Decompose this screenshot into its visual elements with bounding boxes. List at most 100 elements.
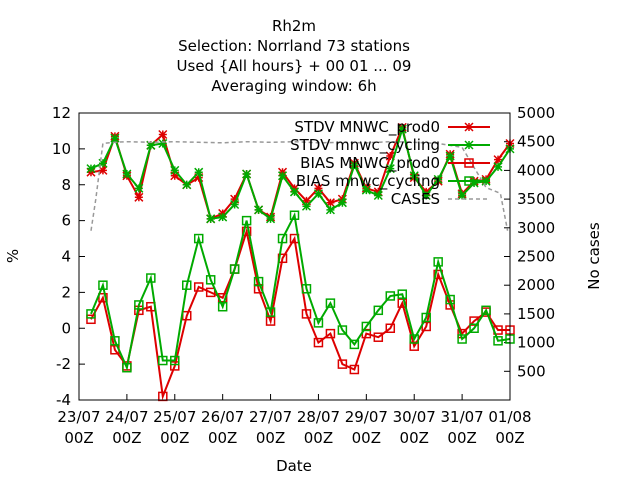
- data-point: [493, 336, 503, 346]
- legend-entry: BIAS mnwc_cycling: [296, 172, 490, 191]
- data-point: [182, 180, 192, 190]
- data-point: [217, 301, 228, 312]
- data-point: [337, 325, 348, 335]
- data-point: [421, 190, 431, 201]
- data-point: [469, 323, 479, 333]
- data-point: [301, 201, 312, 211]
- series-line: [90, 212, 511, 372]
- y2-axis-label: No cases: [585, 222, 603, 290]
- series-line: [90, 227, 510, 401]
- data-point: [170, 355, 180, 366]
- y2-tick-label: 2500: [517, 248, 555, 266]
- data-point: [361, 185, 371, 195]
- y2-tick-label: 5000: [517, 104, 555, 122]
- data-point: [289, 187, 300, 197]
- data-point: [122, 362, 132, 373]
- data-point: [170, 361, 180, 371]
- data-point: [158, 129, 168, 140]
- y-tick-label: 0: [61, 319, 71, 337]
- x-tick-label: 31/07: [440, 408, 483, 426]
- data-point: [469, 178, 479, 188]
- data-point: [289, 210, 300, 220]
- x-tick-label: 29/07: [345, 408, 388, 426]
- data-point: [301, 284, 312, 294]
- data-point: [433, 257, 443, 267]
- data-point: [385, 323, 396, 333]
- y-tick-label: 12: [52, 104, 71, 122]
- data-point: [253, 284, 264, 294]
- data-point: [170, 165, 180, 175]
- x-tick-label: 26/07: [201, 408, 244, 426]
- data-point: [110, 336, 120, 346]
- y-tick-label: 6: [61, 212, 71, 230]
- data-point: [146, 140, 156, 150]
- y2-tick-label: 500: [517, 362, 546, 380]
- data-point: [241, 226, 252, 237]
- data-point: [98, 158, 108, 168]
- data-point: [242, 169, 252, 179]
- data-point: [277, 233, 288, 244]
- data-point: [86, 164, 96, 174]
- y-tick-label: 2: [61, 283, 71, 301]
- data-point: [230, 194, 240, 204]
- y-tick-label: 10: [52, 140, 71, 158]
- legend-label: CASES: [391, 190, 440, 208]
- title-line: Rh2m: [272, 17, 316, 35]
- data-point: [493, 155, 503, 165]
- data-point: [457, 334, 467, 344]
- data-point: [98, 165, 108, 175]
- x-tick-label: 30/07: [393, 408, 436, 426]
- legend-entry: BIAS MNWC_prod0: [300, 154, 490, 173]
- data-point: [110, 133, 120, 143]
- data-point: [409, 171, 419, 181]
- data-point: [385, 164, 395, 174]
- y-axis-label: %: [4, 249, 22, 263]
- y2-tick-label: 1000: [517, 334, 555, 352]
- data-point: [194, 167, 204, 177]
- data-point: [433, 174, 443, 184]
- chart-title: Rh2m Selection: Norrland 73 stations Use…: [177, 17, 412, 95]
- data-point: [445, 151, 455, 161]
- title-line: Selection: Norrland 73 stations: [178, 37, 410, 55]
- legend-label: STDV MNWC_prod0: [294, 118, 440, 137]
- data-point: [385, 151, 395, 161]
- plot-frame: [78, 112, 511, 401]
- data-point: [301, 309, 312, 319]
- data-point: [397, 289, 407, 299]
- series-4: [86, 210, 515, 373]
- data-point: [265, 307, 276, 317]
- data-point: [337, 359, 348, 369]
- data-point: [254, 205, 264, 215]
- x-tick-label: 25/07: [153, 408, 196, 426]
- data-point: [464, 140, 474, 150]
- x-tick-label: 23/07: [57, 408, 100, 426]
- data-point: [122, 169, 132, 179]
- legend-entry: CASES: [391, 190, 490, 208]
- data-point: [134, 300, 144, 310]
- data-point: [86, 314, 96, 325]
- y-tick-label: 8: [61, 176, 71, 194]
- y2-tick-label: 3000: [517, 219, 555, 237]
- data-point: [158, 355, 168, 366]
- series-3: [86, 226, 515, 402]
- x-tick-label: 00Z: [352, 429, 381, 447]
- title-line: Used {All hours} + 00 01 ... 09: [177, 57, 412, 75]
- data-point: [205, 275, 216, 285]
- data-point: [325, 298, 336, 308]
- data-point: [464, 158, 474, 168]
- data-point: [361, 321, 372, 332]
- data-point: [134, 192, 144, 202]
- data-point: [325, 205, 335, 215]
- data-point: [205, 287, 216, 298]
- y2-tick-label: 4000: [517, 161, 555, 179]
- data-point: [373, 305, 384, 316]
- data-point: [409, 341, 419, 351]
- x-tick-label: 00Z: [400, 429, 429, 447]
- data-point: [464, 176, 474, 186]
- data-point: [134, 183, 144, 193]
- data-point: [301, 196, 312, 206]
- data-point: [373, 190, 383, 201]
- y2-tick-label: 3500: [517, 190, 555, 208]
- y2-tick-label: 1500: [517, 305, 555, 323]
- data-point: [481, 305, 491, 316]
